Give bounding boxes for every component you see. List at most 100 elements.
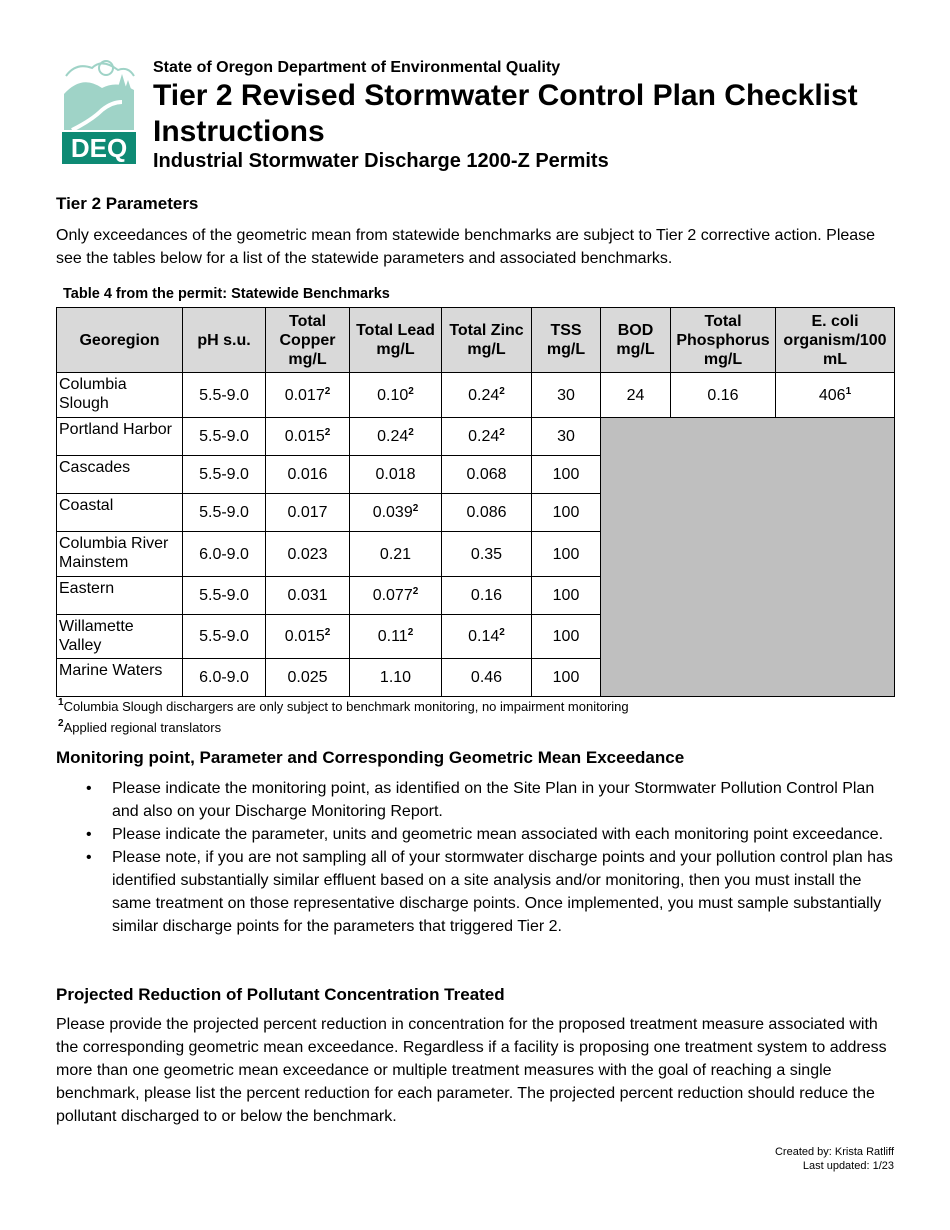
column-header: Total Zinc mg/L [441,307,532,373]
cell-value: 5.5-9.0 [199,628,249,645]
cell-value: 0.24 [468,428,500,445]
value-cell: 0.086 [441,493,532,532]
footnote-mark: 2 [408,427,414,438]
footnote-mark: 2 [324,627,331,638]
benchmarks-table: Georegion pH s.u. Total Copper mg/L Total L… [56,307,895,697]
column-header: E. coli organism/100 mL [775,307,895,373]
value-cell: 0.16 [441,576,532,615]
cell-value: 0.023 [287,545,328,563]
cell-value: 0.35 [470,545,503,563]
value-cell: 0.0172 [265,372,350,418]
value-cell: 5.5-9.0 [182,614,266,659]
georegion-cell: Cascades [56,455,183,494]
value-cell: 6.0-9.0 [182,658,266,697]
value-cell: 0.112 [349,614,442,659]
footnote-mark: 2 [408,385,414,397]
cell-value: 100 [552,466,580,483]
column-header: Total Lead mg/L [349,307,442,373]
cell-value: 0.068 [466,466,507,483]
cell-value: 5.5-9.0 [199,466,249,483]
table-caption: Table 4 from the permit: Statewide Bench… [63,286,390,302]
column-header: BOD mg/L [600,307,671,373]
value-cell: 0.242 [349,417,442,456]
list-item: Please indicate the parameter, units and… [86,823,902,846]
reduction-text: Please provide the projected percent red… [56,1016,887,1125]
footnote-mark: 2 [407,627,414,638]
cell-value: 5.5-9.0 [199,428,249,445]
footnote-mark: 2 [499,427,505,438]
value-cell: 5.5-9.0 [182,493,266,532]
cell-value: 100 [552,628,580,645]
table-row: Portland Harbor 5.5-9.0 0.0152 0.242 0.242 30 [56,417,895,697]
last-updated: Last updated: 1/23 [802,1160,894,1172]
georegion-cell: Columbia Slough [56,372,183,418]
column-header: Georegion [56,307,183,373]
cell-value: 30 [557,428,575,445]
value-cell: 0.023 [265,531,350,577]
footer: Created by: Krista Ratliff Last updated:… [775,1145,894,1173]
footnote-mark: 1 [845,385,852,397]
value-cell: 1.10 [349,658,442,697]
cell-value: 100 [552,669,580,686]
cell-value: 0.11 [377,628,408,645]
cell-value: 0.031 [287,587,328,604]
cell-value: 0.039 [372,504,413,521]
created-by: Created by: Krista Ratliff [774,1146,894,1158]
cell-value: 5.5-9.0 [199,587,249,604]
cell-value: 1.10 [379,669,412,686]
footnote-1: 1Columbia Slough dischargers are only su… [58,697,629,715]
cell-value: 0.018 [375,466,416,483]
value-cell: 5.5-9.0 [182,372,266,418]
cell-value: 0.077 [372,587,413,604]
value-cell: 30 [531,417,601,456]
value-cell: 5.5-9.0 [182,455,266,494]
value-cell: 0.242 [441,417,532,456]
georegion-cell: Marine Waters [56,658,183,697]
table-row: Columbia Slough 5.5-9.0 0.0172 0.102 0.242 30… [56,372,895,418]
svg-text:DEQ: DEQ [71,133,127,163]
not-applicable-block [600,417,895,697]
value-cell: 5.5-9.0 [182,417,266,456]
value-cell: 100 [531,531,601,577]
cell-value: 5.5-9.0 [199,386,249,404]
cell-value: 0.017 [284,386,325,404]
cell-value: 6.0-9.0 [199,545,249,563]
cell-value: 0.24 [468,386,500,404]
value-cell: 0.21 [349,531,442,577]
value-cell: 100 [531,576,601,615]
value-cell: 30 [531,372,601,418]
cell-value: 0.10 [377,386,409,404]
deq-logo: DEQ [62,60,136,164]
footnote-mark: 2 [412,503,419,514]
georegion-cell: Coastal [56,493,183,532]
cell-value: 406 [818,386,846,404]
cell-value: 0.21 [379,545,412,563]
column-header: TSS mg/L [531,307,601,373]
reduction-heading: Projected Reduction of Pollutant Concent… [56,985,505,1004]
cell-value: 30 [557,386,575,404]
georegion-cell: Willamette Valley [56,614,183,659]
value-cell: 0.35 [441,531,532,577]
value-cell: 0.017 [265,493,350,532]
cell-value: 0.016 [287,466,328,483]
table-row: Coastal 5.5-9.0 0.017 0.0392 0.086 100 [56,493,895,532]
cell-value: 0.017 [287,504,328,521]
value-cell: 0.068 [441,455,532,494]
cell-value: 0.015 [284,628,325,645]
footnote-mark: 2 [324,385,331,397]
value-cell: 0.031 [265,576,350,615]
tier2-text: Only exceedances of the geometric mean f… [56,227,876,267]
value-cell: 5.5-9.0 [182,576,266,615]
cell-value: 100 [552,545,580,563]
footnote-mark: 2 [324,427,331,438]
footnote-mark: 2 [412,586,419,597]
value-cell: 0.018 [349,455,442,494]
footnote-mark: 2 [499,627,505,638]
agency-name: State of Oregon Department of Environmen… [153,59,561,76]
value-cell: 0.0772 [349,576,442,615]
value-cell: 100 [531,455,601,494]
cell-value: 0.16 [470,587,503,604]
value-cell: 0.0392 [349,493,442,532]
column-header: Total Phosphorus mg/L [670,307,776,373]
value-cell: 0.102 [349,372,442,418]
